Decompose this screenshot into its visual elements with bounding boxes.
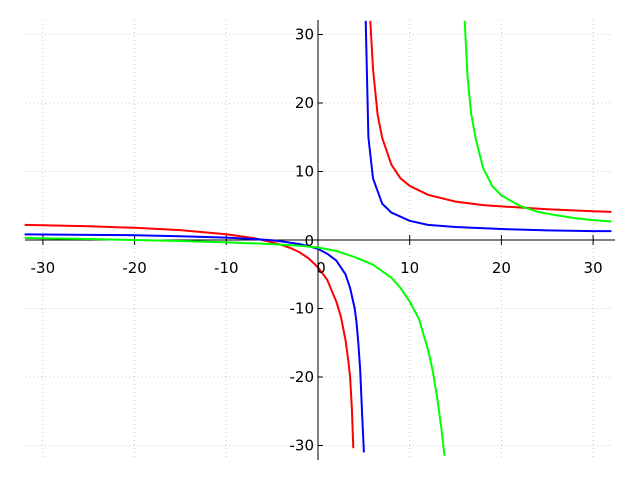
x-tick-label-4: 10: [400, 259, 419, 277]
y-tick-label-4: 10: [295, 163, 314, 181]
y-tick-label-6: 30: [295, 26, 314, 44]
y-tick-label-0: -30: [290, 437, 315, 455]
x-tick-label-2: -10: [214, 259, 239, 277]
series-curve-2: [24, 20, 612, 456]
x-tick-label-3: 0: [316, 259, 326, 277]
y-tick-label-3: 0: [304, 232, 314, 250]
x-tick-label-6: 30: [584, 259, 603, 277]
x-tick-label-5: 20: [492, 259, 511, 277]
tick-labels: -30 -20 -10 0 10 20 30 -30 -20 -10 0 10 20 30: [31, 26, 603, 455]
y-tick-label-5: 20: [295, 94, 314, 112]
x-tick-label-1: -20: [122, 259, 147, 277]
y-tick-label-1: -20: [290, 368, 315, 386]
series-curves: [24, 20, 612, 456]
series-curve-0: [24, 20, 612, 449]
x-tick-label-0: -30: [31, 259, 56, 277]
y-tick-label-2: -10: [290, 300, 315, 318]
